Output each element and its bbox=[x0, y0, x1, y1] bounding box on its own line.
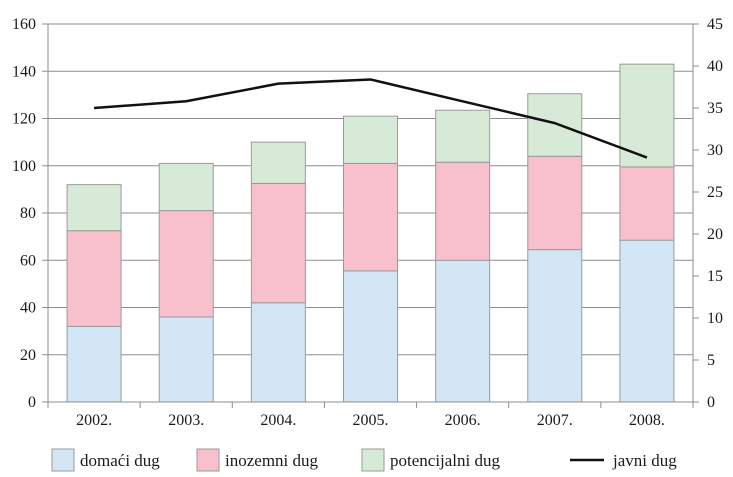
x-axis-tick-label: 2002. bbox=[76, 412, 112, 429]
x-axis-tick-label: 2006. bbox=[445, 412, 481, 429]
axes bbox=[42, 23, 699, 408]
tick-labels: 0 20 40 60 80 100 120 140 160 0 5 10 15 20 25 30 35 40 45 2… bbox=[12, 16, 723, 429]
bar-segment bbox=[343, 115, 398, 164]
left-axis-tick-label: 40 bbox=[20, 300, 36, 317]
bar-segment bbox=[343, 270, 398, 403]
right-axis-tick-label: 0 bbox=[707, 394, 715, 411]
bar-segment bbox=[66, 325, 122, 403]
bar-segment bbox=[158, 162, 214, 212]
line-series bbox=[93, 78, 648, 159]
bar-segment bbox=[435, 161, 491, 261]
legend-label: javni dug bbox=[612, 451, 677, 470]
bar-segment bbox=[527, 249, 583, 403]
left-axis-tick-label: 20 bbox=[20, 347, 36, 364]
right-axis-tick-label: 10 bbox=[707, 310, 723, 327]
bars bbox=[66, 63, 675, 403]
left-axis-tick-label: 100 bbox=[12, 158, 36, 175]
left-axis-tick-label: 160 bbox=[12, 16, 36, 33]
right-axis-tick-label: 5 bbox=[707, 352, 715, 369]
legend-swatch bbox=[51, 448, 75, 472]
right-axis-tick-label: 15 bbox=[707, 268, 723, 285]
bar-segment bbox=[158, 316, 214, 403]
x-axis-tick-label: 2003. bbox=[168, 412, 204, 429]
x-axis-tick-label: 2008. bbox=[629, 412, 665, 429]
bar-segment bbox=[250, 141, 306, 184]
x-axis-tick-label: 2004. bbox=[260, 412, 296, 429]
legend-label: potencijalni dug bbox=[390, 451, 501, 470]
bar-segment bbox=[250, 182, 306, 304]
right-axis-tick-label: 30 bbox=[707, 142, 723, 159]
left-axis-tick-label: 140 bbox=[12, 63, 36, 80]
left-axis-tick-label: 0 bbox=[28, 394, 36, 411]
bar-segment bbox=[435, 259, 491, 403]
right-axis-tick-label: 20 bbox=[707, 226, 723, 243]
left-axis-tick-label: 80 bbox=[20, 205, 36, 222]
legend: domaći dug inozemni dug potencijalni dug ja… bbox=[51, 448, 677, 472]
bar-segment bbox=[619, 239, 675, 403]
bar-segment bbox=[250, 302, 306, 403]
legend-swatch bbox=[361, 448, 385, 472]
bar-segment bbox=[158, 210, 214, 318]
right-axis-tick-label: 35 bbox=[707, 100, 723, 117]
bar-segment bbox=[619, 166, 675, 241]
legend-label: inozemni dug bbox=[225, 451, 319, 470]
x-axis-tick-label: 2007. bbox=[537, 412, 573, 429]
left-axis-tick-label: 120 bbox=[12, 111, 36, 128]
left-axis-tick-label: 60 bbox=[20, 252, 36, 269]
bar-segment bbox=[66, 230, 122, 327]
bar-segment bbox=[527, 93, 583, 157]
right-axis-tick-label: 25 bbox=[707, 184, 723, 201]
right-axis-tick-label: 40 bbox=[707, 58, 723, 75]
bar-segment bbox=[66, 184, 122, 232]
right-axis-tick-label: 45 bbox=[707, 16, 723, 33]
bar-segment bbox=[343, 162, 398, 272]
bar-segment bbox=[527, 155, 583, 251]
legend-swatch bbox=[196, 448, 220, 472]
x-axis-tick-label: 2005. bbox=[353, 412, 389, 429]
bar-segment bbox=[435, 109, 491, 163]
legend-label: domaći dug bbox=[80, 451, 160, 470]
